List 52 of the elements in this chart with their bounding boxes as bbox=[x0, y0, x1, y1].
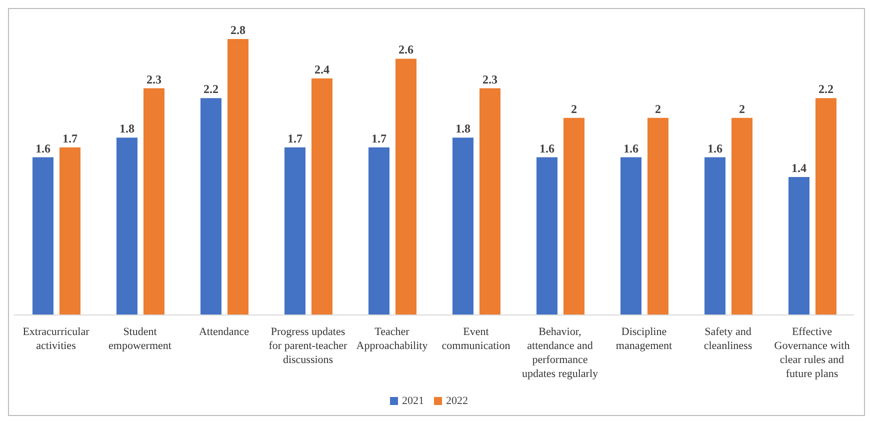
bar bbox=[32, 157, 54, 315]
bar bbox=[395, 58, 416, 315]
bar bbox=[59, 147, 80, 315]
data-label: 1.4 bbox=[791, 161, 806, 175]
data-label: 1.7 bbox=[287, 131, 302, 146]
bar bbox=[536, 157, 558, 315]
data-label: 2 bbox=[738, 102, 745, 116]
bar bbox=[647, 118, 668, 315]
bar bbox=[563, 118, 584, 315]
data-label: 2.8 bbox=[230, 23, 246, 37]
bar bbox=[731, 118, 752, 315]
bar bbox=[788, 177, 810, 315]
data-label: 1.8 bbox=[455, 122, 470, 136]
x-tick-label: Attendance bbox=[198, 326, 250, 338]
bar bbox=[815, 98, 836, 315]
data-label: 2 bbox=[654, 102, 661, 116]
bar bbox=[200, 98, 222, 315]
bar bbox=[620, 157, 642, 315]
x-tick-label: Progress updates for parent-teacher discussions bbox=[268, 326, 348, 366]
x-tick-label: Safety and cleanliness bbox=[704, 326, 752, 352]
bar bbox=[368, 147, 390, 315]
data-label: 2.6 bbox=[398, 42, 414, 57]
x-tick-label: Discipline management bbox=[616, 326, 672, 352]
data-label: 2.3 bbox=[146, 72, 162, 86]
x-tick-label: Event communication bbox=[442, 326, 511, 352]
legend-label: 2021 bbox=[402, 395, 424, 407]
data-label: 1.6 bbox=[623, 141, 638, 156]
bar bbox=[704, 157, 726, 315]
data-label: 1.6 bbox=[707, 141, 722, 156]
bar bbox=[116, 138, 138, 315]
data-label: 1.8 bbox=[119, 122, 134, 136]
bar bbox=[143, 88, 164, 315]
bar bbox=[479, 88, 500, 315]
data-label: 1.6 bbox=[539, 141, 554, 156]
x-tick-label: Teacher Approachability bbox=[356, 326, 428, 352]
bar bbox=[227, 39, 248, 315]
bar bbox=[311, 78, 332, 315]
x-tick-label: Student empowerment bbox=[108, 326, 172, 352]
x-tick-label: Behavior, attendance and performance updates regularly bbox=[522, 326, 599, 380]
data-label: 1.6 bbox=[35, 141, 50, 156]
bar bbox=[452, 138, 474, 315]
bar bbox=[284, 147, 306, 315]
data-label: 2.2 bbox=[818, 82, 834, 96]
data-label: 2.4 bbox=[314, 62, 330, 76]
data-label: 1.7 bbox=[62, 131, 78, 146]
data-label: 2.2 bbox=[203, 82, 218, 96]
legend-label: 2022 bbox=[446, 395, 468, 407]
x-tick-label: Effective Governance with clear rules and future plans bbox=[774, 326, 850, 380]
data-label: 2.3 bbox=[482, 72, 498, 86]
x-tick-label: Extracurricular activities bbox=[22, 326, 90, 352]
data-label: 2 bbox=[570, 102, 577, 116]
data-label: 1.7 bbox=[371, 131, 386, 146]
